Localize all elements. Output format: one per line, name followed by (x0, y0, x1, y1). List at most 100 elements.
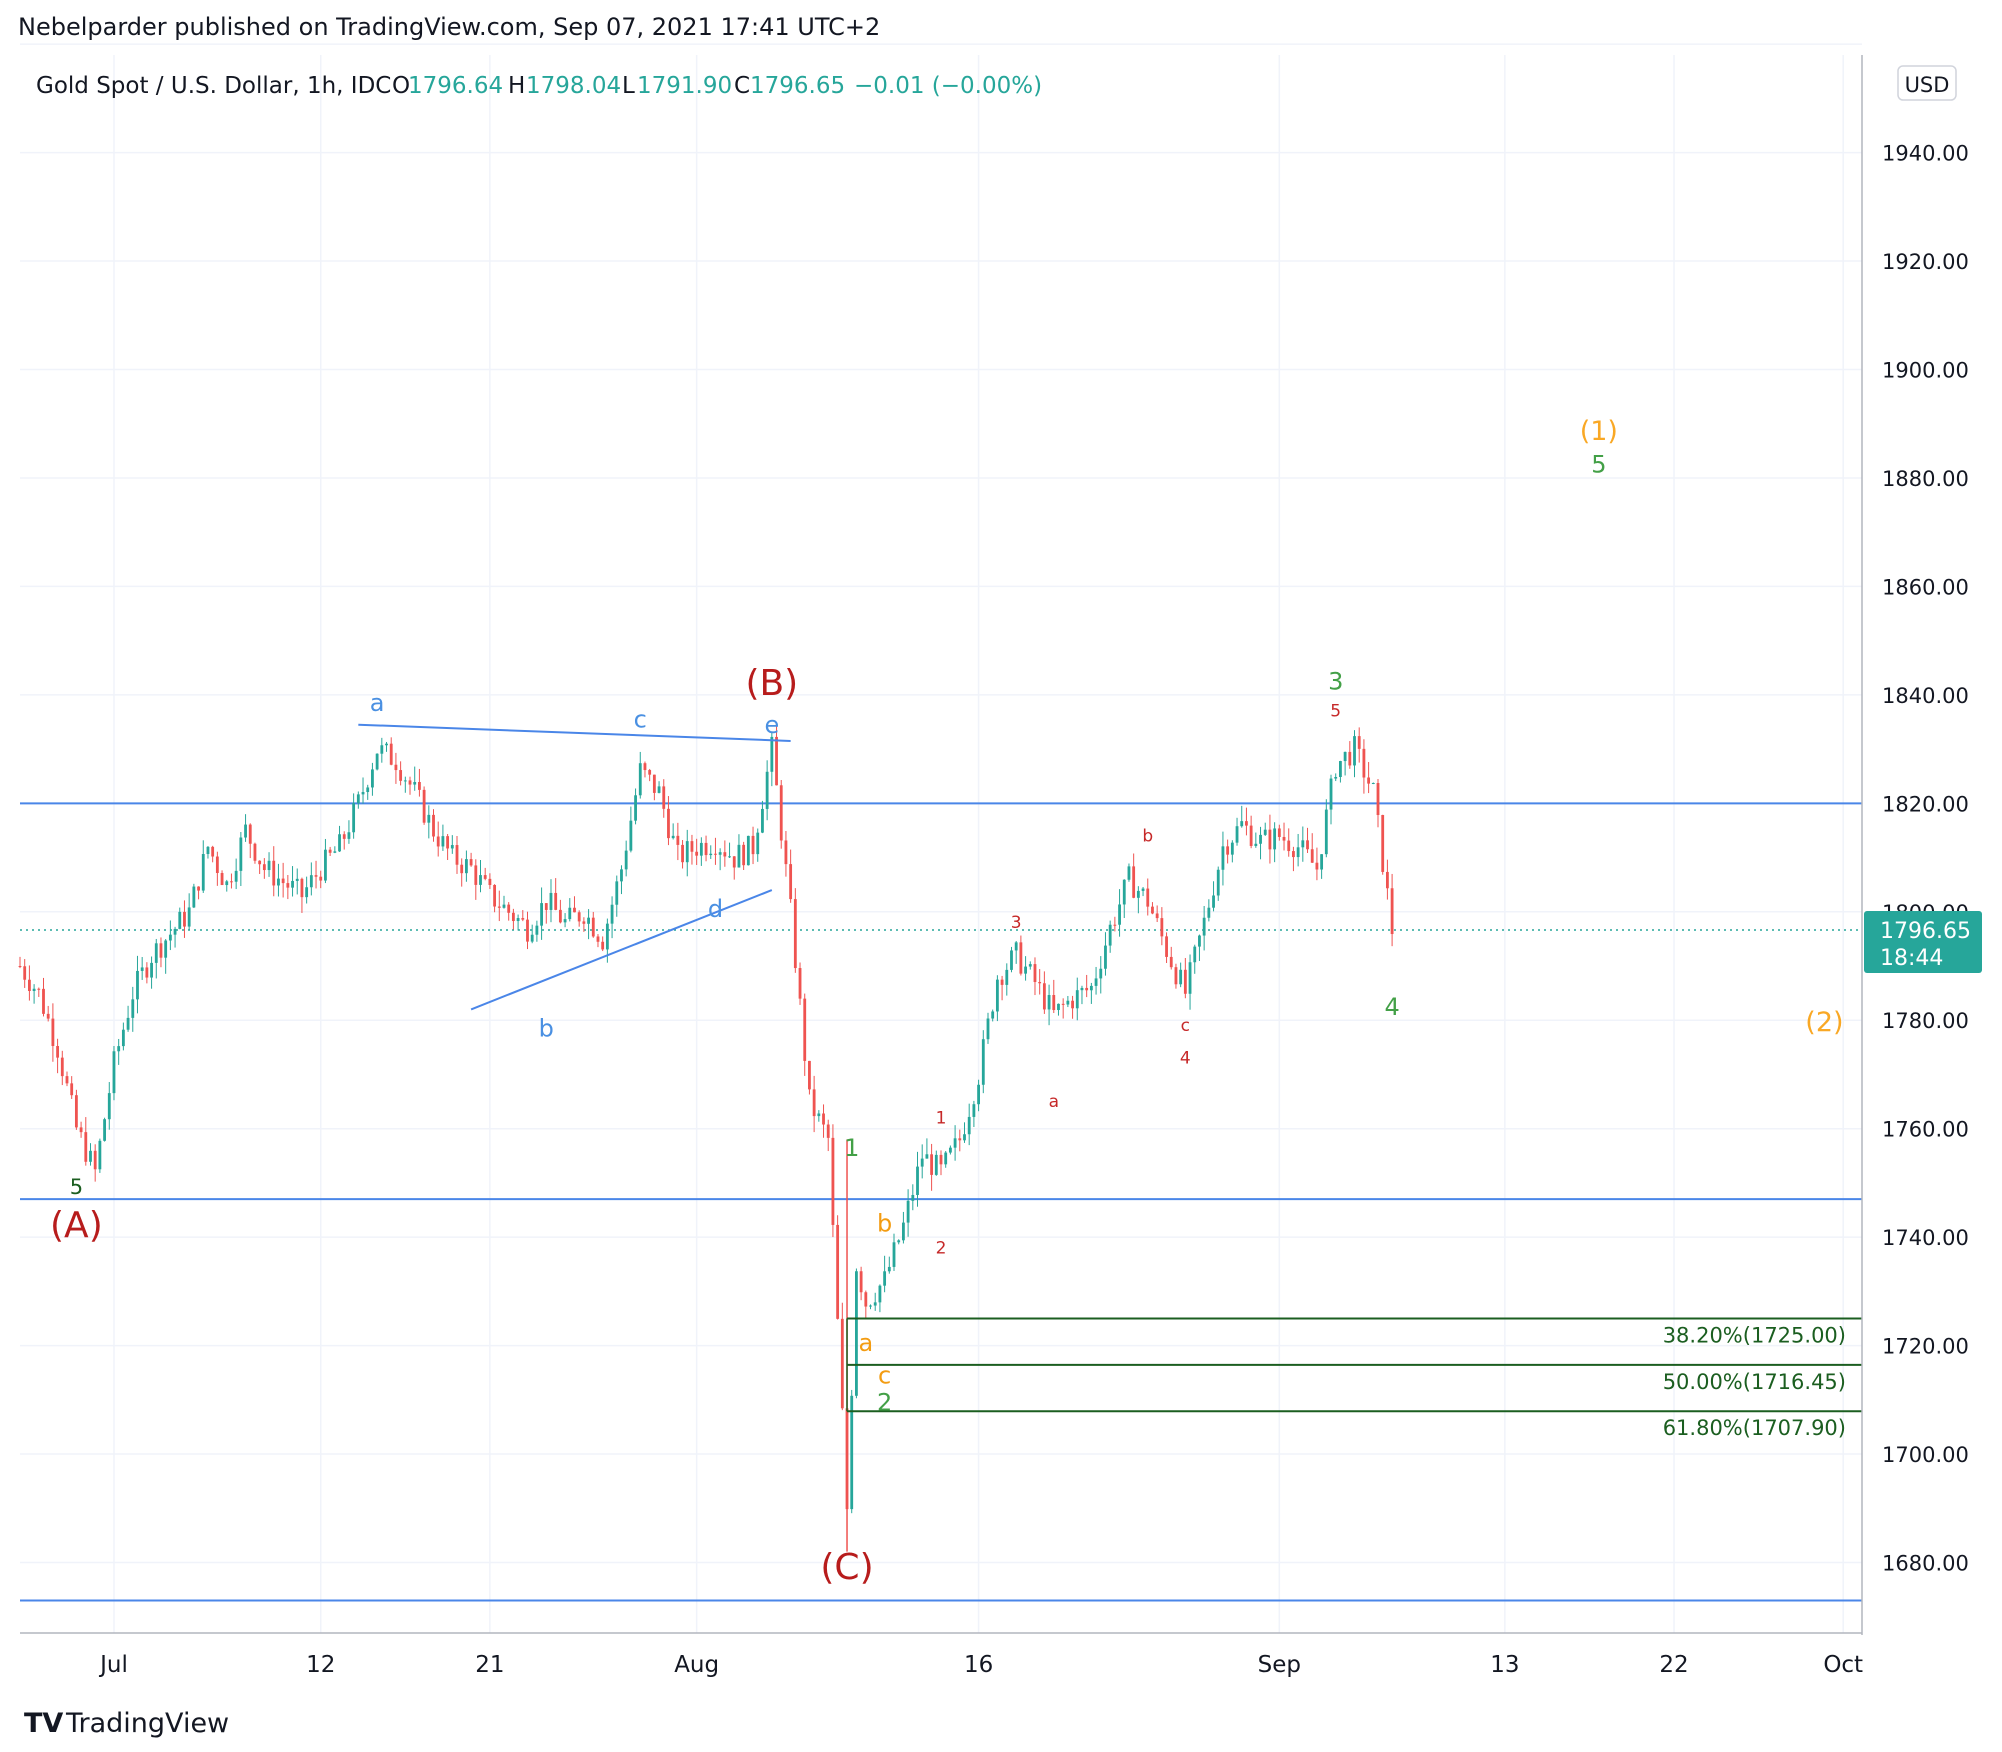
candle-body (483, 875, 487, 879)
candle-body (1221, 846, 1225, 870)
trendline-upper (358, 723, 791, 742)
candle-body (751, 835, 755, 855)
candle-body (183, 911, 186, 927)
candle-body (878, 1285, 882, 1303)
time-axis[interactable]: Jul 12 21 Aug 16 Sep 13 22 Oct (98, 1652, 1863, 1678)
currency-badge[interactable]: USD (1897, 65, 1957, 101)
candle-body (131, 999, 135, 1018)
candle-body (1249, 825, 1253, 846)
candle-body (418, 781, 421, 790)
candle-body (615, 881, 619, 905)
wave-label: 1 (936, 1108, 947, 1128)
candle-body (944, 1152, 948, 1165)
candle-body (1235, 826, 1239, 843)
candle-body (126, 1017, 130, 1030)
candle-body (883, 1271, 887, 1286)
candle-body (286, 883, 290, 888)
candle-body (1146, 888, 1150, 907)
candle-body (328, 849, 332, 853)
candle-body (1165, 936, 1168, 957)
candle-body (1385, 871, 1389, 889)
wave-label: c (878, 1362, 891, 1390)
candle-body (1052, 995, 1056, 1011)
candle-body (840, 1318, 844, 1409)
candle-body (1376, 783, 1380, 816)
candle-body (1174, 967, 1178, 985)
candle-body (56, 1045, 60, 1058)
ohlc-close: 1796.65 (750, 73, 845, 99)
candle-body (1024, 966, 1027, 974)
wave-label: c (1181, 1016, 1190, 1036)
candle-body (1334, 776, 1338, 779)
candle-body (173, 928, 177, 935)
candle-body (1188, 962, 1192, 994)
candle-body (521, 918, 525, 920)
candle-body (1198, 935, 1201, 947)
wave-label: 1 (844, 1134, 859, 1162)
candle-body (901, 1222, 905, 1241)
candle-body (601, 941, 605, 950)
candle-body (497, 906, 501, 908)
time-tick-label: 16 (964, 1652, 993, 1678)
candle-body (953, 1138, 957, 1148)
price-tick-label: 1860.00 (1882, 575, 1969, 599)
wave-label: (A) (50, 1205, 103, 1246)
brand-name: TradingView (66, 1708, 230, 1739)
candle-body (164, 940, 168, 958)
candle-body (145, 967, 149, 978)
candle-body (1000, 979, 1004, 985)
candle-body (244, 824, 247, 838)
candle-body (1367, 777, 1371, 784)
ohlc-high: 1798.04 (526, 73, 621, 99)
candle-body (1371, 783, 1375, 785)
candle-body (864, 1292, 868, 1307)
price-axis[interactable]: 1680.00 1700.00 1720.00 1740.00 1760.00 1780.… (1882, 142, 1969, 1576)
candle-body (1301, 840, 1305, 848)
candle-body (911, 1194, 915, 1201)
candle-body (610, 904, 614, 924)
price-tick-label: 1880.00 (1882, 467, 1969, 491)
candle-body (939, 1154, 943, 1165)
wave-label: d (708, 895, 723, 923)
candle-body (1080, 987, 1084, 991)
candle-body (215, 856, 219, 874)
candle-body (699, 842, 703, 856)
candle-body (836, 1224, 840, 1319)
candle-body (737, 844, 741, 868)
candle-body (1061, 1003, 1065, 1005)
candle-body (211, 846, 215, 857)
candle-body (530, 934, 534, 942)
price-tick-label: 1900.00 (1882, 359, 1969, 383)
candle-body (638, 763, 642, 796)
candle-body (333, 851, 337, 853)
candle-body (746, 835, 750, 866)
candle-body (455, 845, 459, 865)
candle-body (1245, 821, 1248, 826)
candle-body (46, 1013, 50, 1019)
candle-body (812, 1089, 816, 1117)
candle-body (479, 875, 482, 885)
wave-label: 4 (1384, 993, 1399, 1021)
candle-body (1324, 809, 1328, 855)
candle-body (1151, 906, 1154, 914)
candle-body (277, 878, 280, 886)
candle-body (371, 769, 374, 788)
wave-label: 2 (936, 1238, 947, 1258)
candle-body (855, 1271, 858, 1396)
candle-body (544, 903, 548, 910)
candle-body (685, 841, 689, 863)
candle-body (1066, 1000, 1070, 1005)
candle-body (220, 873, 224, 886)
candle-body (300, 878, 304, 898)
candle-body (474, 865, 478, 885)
wave-label: 3 (1011, 913, 1022, 933)
candle-body (27, 979, 31, 991)
candle-body (375, 753, 379, 770)
candle-body (93, 1150, 97, 1170)
candle-body (291, 880, 294, 888)
candle-body (1263, 829, 1267, 835)
candle-body (1042, 983, 1046, 1010)
candle-body (403, 780, 407, 782)
candle-body (488, 878, 492, 885)
